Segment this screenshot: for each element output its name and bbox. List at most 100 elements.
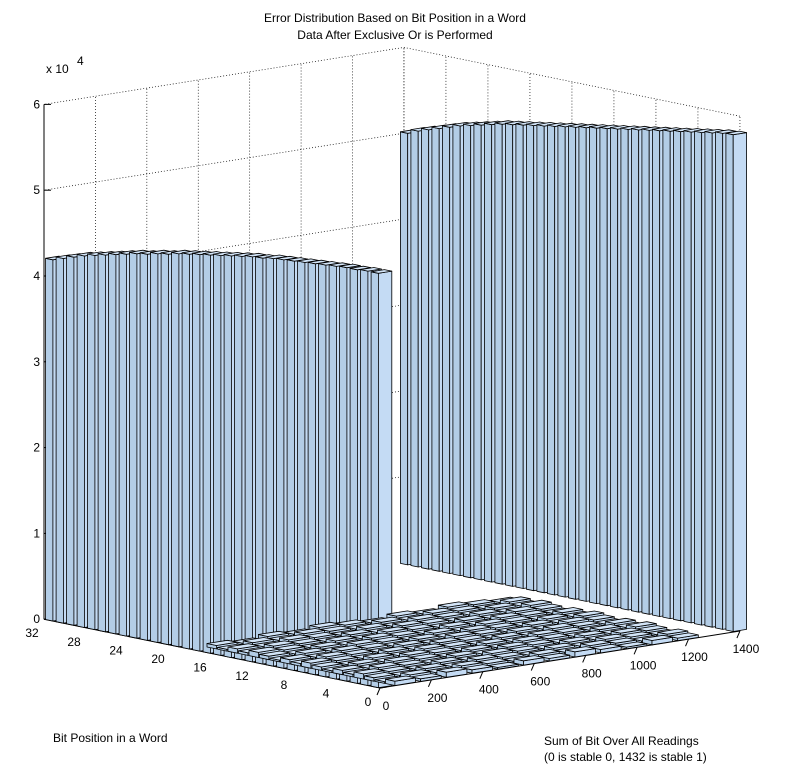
z-tick-label-5: 5 [33, 183, 40, 197]
floor-bar-12-9-top [573, 610, 605, 617]
bar-sum1432-bit13-side [599, 126, 608, 607]
floor-bar-10-2-top [595, 633, 627, 640]
grid-line-level-6 [43, 47, 740, 117]
bit-tick-label-12: 12 [235, 669, 249, 683]
floor-bar-8-7-top [491, 632, 523, 638]
sum-tick-mark-200 [427, 679, 432, 688]
bar-sum1432-bit31-side [410, 129, 419, 568]
bar-sum0-bit20-side [171, 251, 180, 648]
z-exponent-label: x 10 [46, 62, 69, 76]
floor-bar-12-16-top [499, 596, 531, 603]
bit-tick-label-0: 0 [365, 695, 372, 709]
sum-tick-label-0: 0 [383, 699, 390, 713]
bar-sum0-bit29-side [76, 254, 85, 628]
floor-bar-1-15-top [227, 643, 259, 650]
bar-sum0-bit24-side [129, 251, 138, 639]
floor-bar-12-14-top [520, 599, 552, 606]
floor-bar-1-10-top [280, 654, 311, 661]
bar-sum1432-bit1-side [725, 132, 734, 632]
floor-bar-7-6-top [476, 638, 508, 645]
y-axis-label-line2: (0 is stable 0, 1432 is stable 1) [544, 750, 707, 764]
floor-bar-1-3-top [353, 668, 385, 675]
floor-bar-4-11-top [346, 638, 378, 645]
bar-sum0-bit8-side [297, 260, 306, 673]
bar-sum0-bit5-side [328, 264, 337, 680]
floor-bar-9-8-top [506, 625, 538, 632]
bit-tick-label-8: 8 [281, 678, 288, 692]
sum-tick-label-1000: 1000 [630, 658, 657, 672]
floor-bar-9-13-top [454, 615, 486, 622]
z-tick-label-3: 3 [33, 355, 40, 369]
bar-sum1432-bit6-side [673, 129, 682, 622]
floor-bar-9-1-top [580, 640, 611, 646]
floor-bar-1-2-top [364, 672, 395, 679]
floor-bar-4-16-top [294, 628, 326, 635]
floor-bar-11-3-top [610, 627, 642, 634]
floor-bar-3-0-top [436, 666, 468, 673]
tick-labels: 0123456048121620242832020040060080010001… [25, 97, 759, 713]
z-tick-label-4: 4 [33, 269, 40, 283]
bar-sum1432-bit28-side [441, 125, 451, 574]
floor-bar-7-4-top [497, 641, 529, 648]
floor-bar-10-12-top [490, 612, 522, 619]
floor-bar-6-5-top [461, 644, 492, 651]
bar-sum1432-bit9-side [641, 128, 650, 615]
floor-bar-2-11-top [295, 647, 327, 654]
chart-layers: 0123456048121620242832020040060080010001… [25, 47, 760, 713]
bar-sum0-bit14-side [234, 254, 243, 661]
bar-sum1432-bit20-side [526, 123, 535, 592]
floor-bar-5-12-top [361, 632, 393, 639]
bar-sum1432-bit12-side [610, 127, 619, 609]
floor-bar-8-10-top [459, 624, 491, 631]
sum-tick-mark-1200 [685, 638, 689, 647]
floor-bar-1-17-top [206, 639, 238, 646]
sum-tick-mark-600 [530, 663, 535, 671]
chart-title: Error Distribution Based on Bit Position… [264, 11, 526, 25]
bar-sum0-bit26-side [108, 252, 117, 635]
floor-bar-3-17-top [257, 630, 289, 637]
sum-tick-mark-800 [582, 655, 587, 663]
floor-bar-9-6-top [527, 629, 559, 636]
bit-tick-label-28: 28 [67, 635, 81, 649]
bar-sum1432-bit21-side [515, 123, 524, 589]
bar-sum1432-bit32-side [399, 131, 409, 566]
bit-tick-label-4: 4 [323, 686, 330, 700]
floor-bar-2-14-top [263, 640, 295, 647]
floor-bar-3-15-top [278, 634, 310, 641]
floor-bar-6-13-top [377, 626, 408, 633]
floor-bar-2-4-top [368, 662, 400, 668]
bar-sum0-bit22-side [150, 251, 159, 643]
floor-bar-8-2-top [544, 642, 575, 649]
floor-bar-11-13-top [505, 606, 537, 613]
bar-sum0-bit11-side [265, 256, 274, 667]
x-axis-label: Bit Position in a Word [53, 731, 168, 745]
bar-sum0-bit9-side [286, 259, 295, 671]
floor-bar-9-16-top [422, 607, 454, 614]
floor-bar-5-4-top [445, 650, 477, 657]
bit-tick-label-20: 20 [151, 652, 165, 666]
floor-bar-12-11-top [552, 607, 584, 614]
floor-bar-4-6-top [399, 649, 431, 656]
floor-bar-10-9-top [521, 619, 553, 626]
bar-sum1432-bit25-side [473, 123, 482, 581]
floor-bar-8-5-top [512, 635, 544, 642]
floor-bars [206, 596, 699, 686]
floor-bar-3-12-top [310, 641, 342, 648]
bar-sum1432-bit24-side [483, 122, 493, 583]
bar-sum1432-bit2-side [715, 131, 724, 630]
chart-subtitle: Data After Exclusive Or is Performed [297, 28, 492, 42]
bar-sum0-bit23-side [139, 252, 148, 641]
bar-sum1432-bit23-side [494, 122, 503, 585]
floor-bar-1-0 [385, 675, 416, 686]
bar-sum1432-bit5-side [683, 130, 692, 624]
floor-bar-10-7-top [542, 623, 574, 629]
floor-bar-12-6-top [604, 617, 636, 624]
floor-bar-11-0-top [642, 634, 673, 641]
z-tick-label-0: 0 [33, 612, 40, 626]
floor-bar-5-14-top [340, 629, 372, 636]
floor-bar-1-7-top [311, 661, 343, 668]
floor-bar-5-7-top [414, 643, 446, 650]
floor-bar-7-11-top [423, 627, 455, 634]
bar-sum0-bit13-side [244, 254, 253, 663]
bar-sum0-bit4-top [339, 263, 361, 269]
